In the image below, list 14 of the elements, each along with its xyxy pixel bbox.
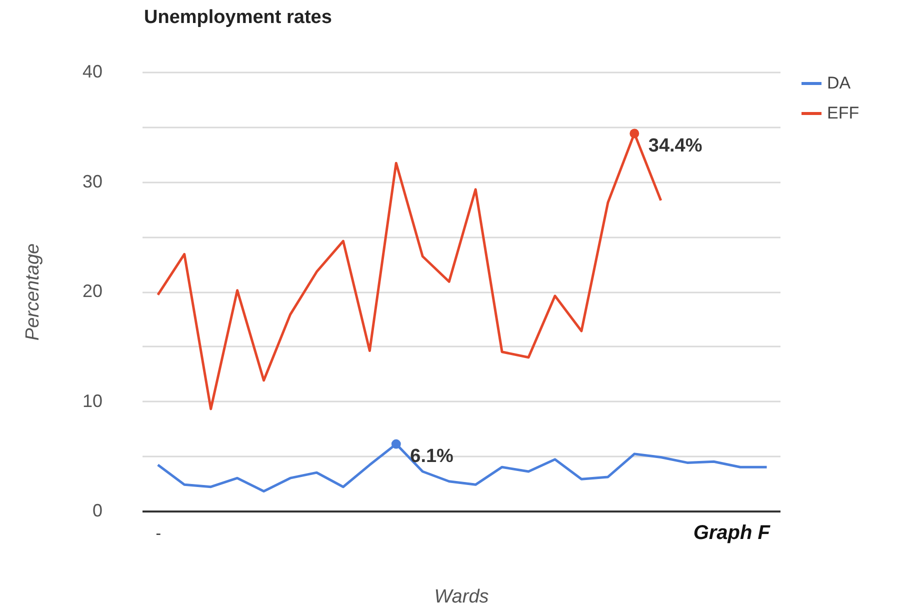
data-label: 6.1% [410, 446, 454, 468]
x-tick-label: - [156, 526, 162, 542]
chart-title: Unemployment rates [144, 7, 332, 28]
y-tick-label: 20 [82, 281, 102, 301]
legend-label: DA [827, 74, 852, 92]
text: Graph F [693, 522, 771, 544]
y-axis-title: Percentage [22, 243, 44, 341]
data-label: 34.4% [648, 135, 702, 156]
y-tick-label: 30 [82, 171, 102, 192]
x-axis-title: Wards [434, 586, 490, 608]
legend-label: EFF [827, 104, 860, 122]
y-tick-label: 10 [82, 390, 102, 411]
y-tick-label: 40 [82, 62, 102, 82]
y-tick-label: 0 [92, 500, 102, 520]
